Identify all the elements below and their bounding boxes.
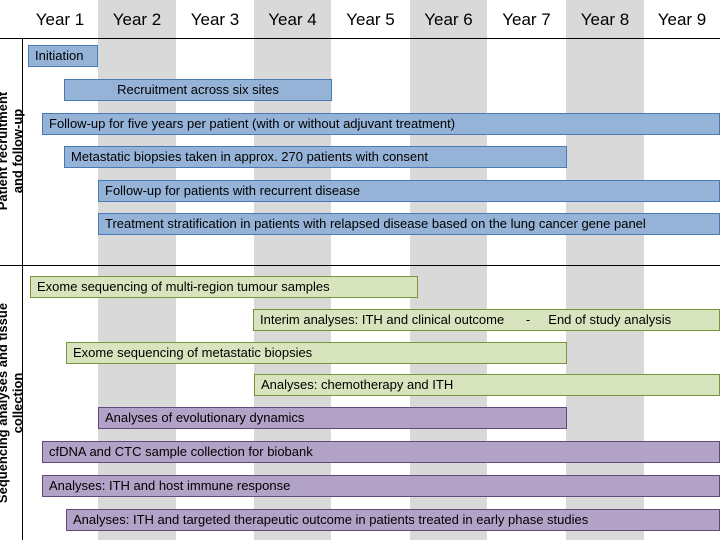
task-bar-chemotherapy-ith: Analyses: chemotherapy and ITH (254, 374, 720, 396)
task-label: Analyses: ITH and targeted therapeutic o… (73, 512, 589, 527)
task-label: Treatment stratification in patients wit… (105, 216, 646, 231)
task-bar-host-immune: Analyses: ITH and host immune response (42, 475, 720, 497)
year-label: Year 3 (190, 10, 240, 29)
task-label: Follow-up for five years per patient (wi… (49, 116, 456, 131)
task-bar-targeted-therapeutic: Analyses: ITH and targeted therapeutic o… (66, 509, 720, 531)
task-label: Recruitment across six sites (117, 82, 279, 97)
task-bar-follow-up-recurrent: Follow-up for patients with recurrent di… (98, 180, 720, 202)
task-bar-initiation: Initiation (28, 45, 98, 67)
task-bar-interim-analyses: Interim analyses: ITH and clinical outco… (253, 309, 720, 331)
task-bar-evolutionary-dynamics: Analyses of evolutionary dynamics (98, 407, 567, 429)
header-divider (0, 38, 720, 39)
task-bar-exome-metastatic: Exome sequencing of metastatic biopsies (66, 342, 567, 364)
task-label: Exome sequencing of metastatic biopsies (73, 345, 313, 360)
year-label: Year 9 (657, 10, 707, 29)
section-label-recruitment-text: Patient recruitment and follow-up (0, 91, 25, 211)
task-bar-follow-up-five-years: Follow-up for five years per patient (wi… (42, 113, 720, 135)
task-bar-exome-multi-region: Exome sequencing of multi-region tumour … (30, 276, 418, 298)
task-label: Metastatic biopsies taken in approx. 270… (71, 149, 428, 164)
year-label: Year 2 (112, 10, 162, 29)
task-bar-cfdna-ctc: cfDNA and CTC sample collection for biob… (42, 441, 720, 463)
task-label: Analyses of evolutionary dynamics (105, 410, 305, 425)
task-label: Interim analyses: ITH and clinical outco… (260, 312, 672, 327)
section-divider (0, 265, 720, 266)
year-label: Year 7 (502, 10, 551, 29)
task-bar-recruitment: Recruitment across six sites (64, 79, 332, 101)
task-label: Follow-up for patients with recurrent di… (105, 183, 361, 198)
section-label-sequencing-text: Sequencing analyses and tissue collectio… (0, 302, 25, 504)
task-label: cfDNA and CTC sample collection for biob… (49, 444, 313, 459)
section-axis-line (22, 38, 23, 540)
task-label: Analyses: chemotherapy and ITH (261, 377, 454, 392)
year-label: Year 1 (35, 10, 85, 29)
year-label: Year 8 (580, 10, 630, 29)
task-bar-treatment-stratification: Treatment stratification in patients wit… (98, 213, 720, 235)
section-label-recruitment: Patient recruitment and follow-up (0, 41, 25, 261)
year-label: Year 4 (268, 10, 317, 29)
year-label: Year 6 (424, 10, 473, 29)
task-bar-metastatic-biopsies: Metastatic biopsies taken in approx. 270… (64, 146, 567, 168)
task-label: Initiation (35, 48, 84, 63)
task-label: Exome sequencing of multi-region tumour … (37, 279, 330, 294)
section-label-sequencing: Sequencing analyses and tissue collectio… (0, 269, 25, 537)
task-label: Analyses: ITH and host immune response (49, 478, 291, 493)
year-label: Year 5 (346, 10, 395, 29)
